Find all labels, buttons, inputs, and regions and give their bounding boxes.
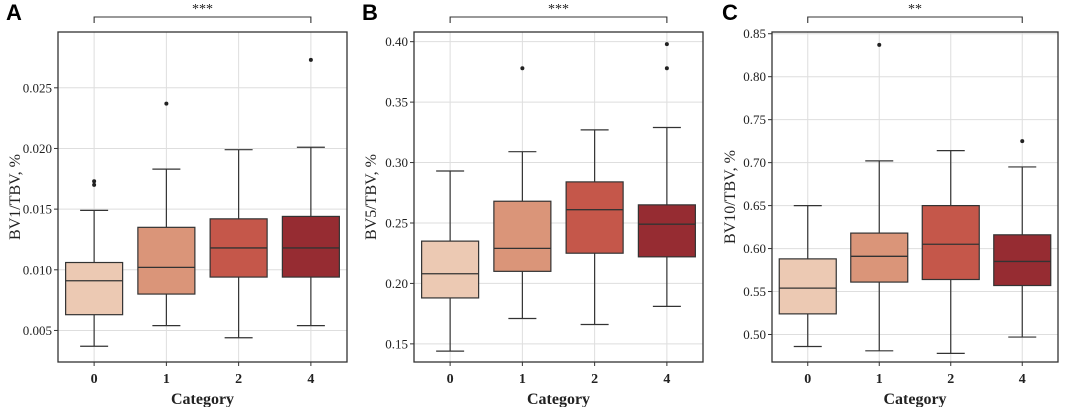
plot-frame (413, 31, 704, 363)
y-tick-label: 0.60 (743, 241, 766, 256)
box-iqr (778, 258, 837, 315)
significance-bracket (807, 16, 1023, 23)
y-tick-label: 0.30 (385, 155, 408, 170)
panel-letter: B (362, 0, 378, 25)
y-axis-title: BV10/TBV, % (722, 150, 739, 244)
x-tick-label: 1 (519, 372, 526, 387)
plot-frame (57, 31, 348, 363)
box-category-2 (921, 149, 980, 355)
y-tick-label: 0.020 (23, 141, 52, 156)
panel-letter: C (722, 0, 738, 25)
plot-frame (771, 31, 1059, 363)
y-tick-label: 0.35 (385, 95, 408, 110)
outlier-point (664, 66, 669, 71)
box-category-4 (993, 139, 1052, 338)
x-tick-label: 0 (804, 372, 811, 387)
y-tick-label: 0.65 (743, 198, 766, 213)
box-category-2 (209, 149, 268, 339)
box-category-4 (281, 57, 340, 327)
box-iqr (137, 226, 196, 295)
panel-c: C 0.50 0.55 0.60 0.65 0.70 0.75 0.80 0.85 0 1 2 4 Cat… (722, 0, 1059, 407)
x-axis-title: Category (171, 391, 234, 407)
y-tick-label: 0.80 (743, 69, 766, 84)
box-iqr (637, 204, 696, 258)
y-tick-label: 0.015 (23, 202, 52, 217)
box-iqr (993, 234, 1052, 287)
outlier-point (520, 66, 525, 71)
x-tick-label: 4 (307, 372, 314, 387)
box-category-0 (65, 179, 124, 347)
box-category-1 (850, 42, 909, 352)
outlier-point (92, 179, 97, 184)
x-tick-label: 0 (447, 372, 454, 387)
box-category-0 (421, 170, 480, 352)
box-category-2 (565, 129, 624, 326)
box-category-0 (778, 204, 837, 348)
x-tick-label: 2 (235, 372, 242, 387)
panel-letter: A (6, 0, 22, 25)
y-tick-label: 0.70 (743, 155, 766, 170)
y-tick-label: 0.010 (23, 262, 52, 277)
x-axis-title: Category (527, 391, 590, 407)
outlier-point (1020, 139, 1025, 144)
y-tick-label: 0.55 (743, 284, 766, 299)
outlier-point (877, 42, 882, 47)
y-tick-label: 0.85 (743, 26, 766, 41)
box-iqr (65, 261, 124, 316)
significance-bracket (449, 16, 668, 23)
y-tick-label: 0.40 (385, 34, 408, 49)
y-tick-label: 0.20 (385, 276, 408, 291)
significance-label: *** (548, 2, 569, 17)
box-iqr (565, 181, 624, 254)
y-tick-label: 0.025 (23, 80, 52, 95)
x-tick-label: 1 (163, 372, 170, 387)
x-tick-label: 2 (591, 372, 598, 387)
box-category-1 (137, 101, 196, 327)
y-axis-title: BV1/TBV, % (7, 154, 24, 240)
box-iqr (921, 204, 980, 281)
x-tick-label: 4 (1019, 372, 1026, 387)
outlier-point (164, 101, 169, 106)
panel-b: B 0.15 0.20 0.25 0.30 0.35 0.40 0 1 2 4 Category BV5… (362, 0, 704, 407)
y-tick-label: 0.75 (743, 112, 766, 127)
box-iqr (281, 215, 340, 278)
x-axis-title: Category (883, 391, 946, 407)
significance-label: *** (192, 2, 213, 17)
significance-bracket (93, 16, 312, 23)
y-tick-label: 0.005 (23, 323, 52, 338)
y-tick-label: 0.50 (743, 327, 766, 342)
box-category-4 (637, 42, 696, 307)
box-iqr (850, 232, 909, 283)
x-tick-label: 2 (947, 372, 954, 387)
x-tick-label: 0 (91, 372, 98, 387)
y-axis-title: BV5/TBV, % (363, 154, 380, 240)
outlier-point (308, 57, 313, 62)
box-iqr (421, 240, 480, 299)
outlier-point (92, 182, 97, 187)
box-iqr (493, 200, 552, 272)
panel-a: A 0.005 0.010 0.015 0.020 0.025 0 1 2 4 Category BV… (6, 0, 348, 407)
y-tick-label: 0.25 (385, 215, 408, 230)
significance-label: ** (908, 2, 922, 17)
outlier-point (664, 42, 669, 47)
x-tick-label: 1 (876, 372, 883, 387)
x-tick-label: 4 (663, 372, 670, 387)
y-tick-label: 0.15 (385, 336, 408, 351)
box-category-1 (493, 66, 552, 320)
